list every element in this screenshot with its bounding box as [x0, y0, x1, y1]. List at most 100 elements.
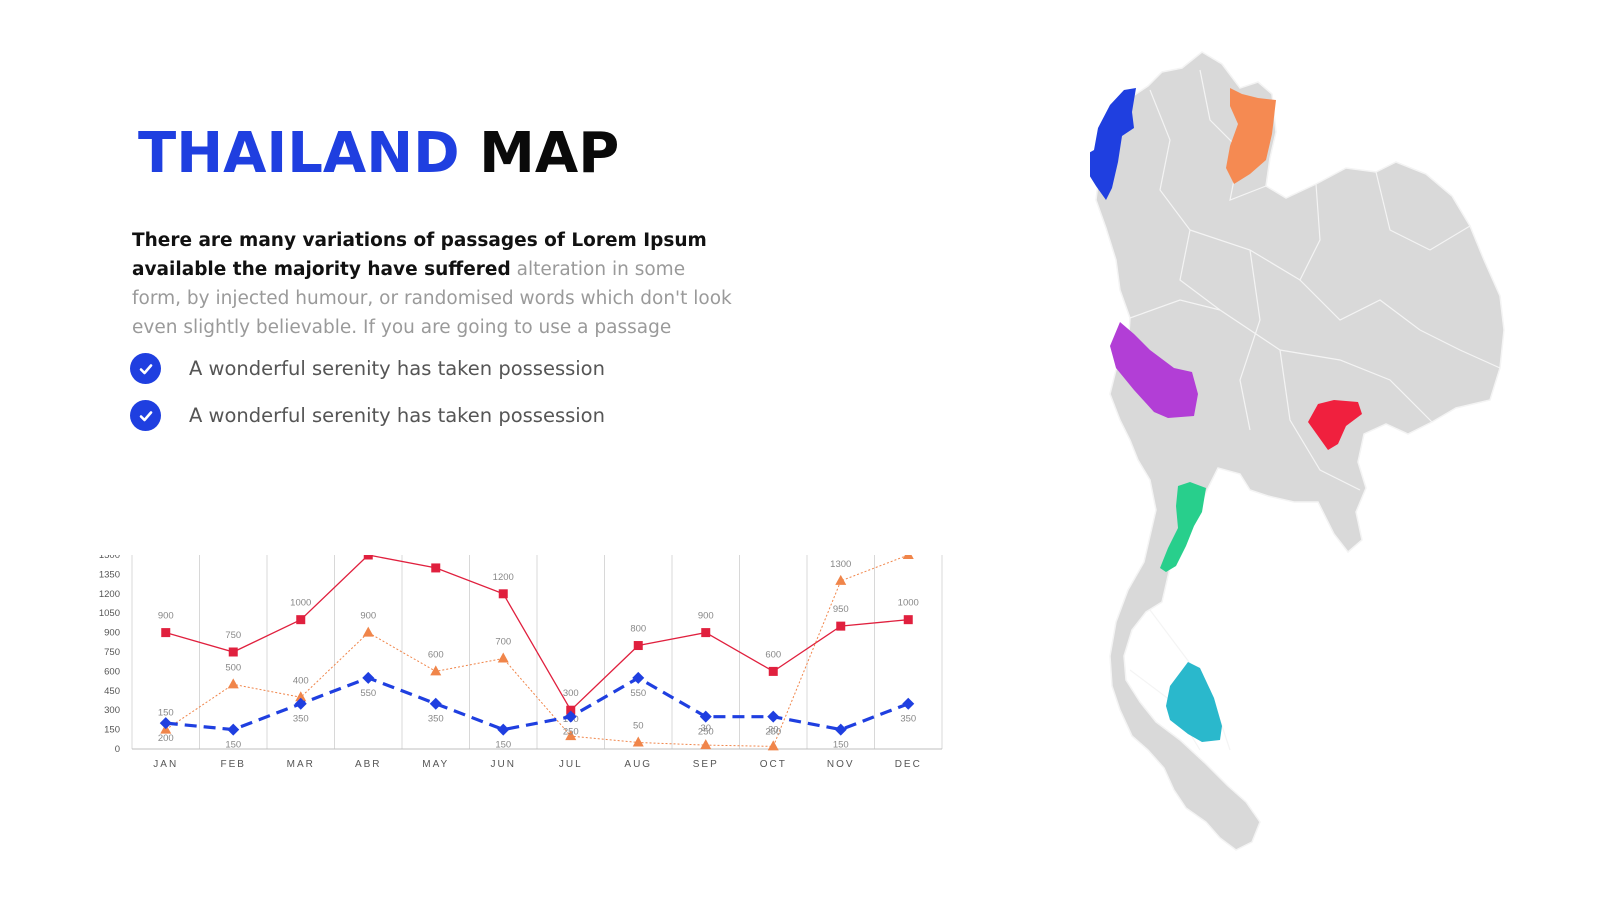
data-point [227, 678, 239, 689]
data-label: 250 [698, 727, 714, 738]
data-label: 1200 [493, 572, 514, 583]
data-point [699, 710, 712, 723]
data-point [363, 555, 373, 560]
data-label: 50 [633, 721, 644, 732]
data-point [902, 697, 915, 710]
data-label: 150 [225, 740, 241, 751]
region-orange [1226, 88, 1276, 184]
data-label: 150 [495, 740, 511, 751]
data-label: 350 [428, 714, 444, 725]
data-point [835, 574, 847, 585]
checklist-item: A wonderful serenity has taken possessio… [130, 400, 605, 431]
data-point [902, 555, 914, 559]
data-point [431, 563, 441, 573]
data-label: 300 [563, 688, 579, 699]
check-icon [130, 400, 161, 431]
region-purple [1110, 322, 1198, 418]
checklist-text: A wonderful serenity has taken possessio… [189, 357, 605, 380]
y-tick-label: 1200 [99, 589, 120, 600]
data-label: 500 [225, 662, 241, 673]
map-highlighted-regions [1090, 88, 1362, 742]
province-border [1375, 171, 1471, 251]
data-label: 1000 [898, 598, 919, 609]
map-base [1095, 51, 1505, 851]
y-tick-label: 150 [104, 725, 120, 736]
series-line [165, 676, 909, 732]
y-tick-label: 750 [104, 647, 120, 658]
data-point [295, 691, 307, 702]
data-label: 20 [768, 724, 779, 735]
page-title: THAILAND MAP [138, 120, 619, 188]
data-point [161, 628, 171, 638]
data-point [565, 730, 577, 741]
y-tick-label: 900 [104, 628, 120, 639]
x-tick-label: SEP [693, 759, 719, 770]
data-point [566, 705, 576, 715]
region-teal [1166, 662, 1222, 742]
description-paragraph: There are many variations of passages of… [132, 226, 732, 342]
x-tick-label: AUG [624, 759, 652, 770]
data-point [497, 652, 509, 663]
province-border [1279, 349, 1361, 491]
data-point [768, 666, 778, 676]
y-tick-label: 0 [115, 744, 120, 755]
y-tick-label: 450 [104, 686, 120, 697]
data-point [767, 740, 779, 751]
description-strong: There are many variations of passages of… [132, 230, 707, 280]
y-tick-label: 1050 [99, 608, 120, 619]
data-point [700, 739, 712, 750]
title-rest: MAP [479, 121, 620, 186]
series-line [165, 555, 909, 747]
x-tick-label: MAY [422, 759, 449, 770]
description-normal: alteration in some form, by injected hum… [132, 259, 732, 338]
data-point [159, 717, 172, 730]
data-label: 350 [900, 714, 916, 725]
y-tick-label: 1500 [99, 555, 120, 561]
data-point [632, 736, 644, 747]
data-point [296, 615, 306, 625]
data-label: 400 [293, 675, 309, 686]
data-label: 550 [630, 688, 646, 699]
thailand-map [1090, 51, 1505, 851]
data-label: 750 [225, 630, 241, 641]
data-point [497, 723, 510, 736]
data-point [362, 671, 375, 684]
data-label: 350 [293, 714, 309, 725]
province-border [1219, 309, 1433, 423]
data-label: 1000 [290, 598, 311, 609]
province-border [1299, 183, 1421, 331]
x-tick-label: NOV [827, 759, 855, 770]
data-point [227, 723, 240, 736]
x-tick-label: ABR [355, 759, 382, 770]
x-tick-label: JUL [559, 759, 583, 770]
data-label: 200 [158, 733, 174, 744]
data-point [836, 621, 846, 631]
data-label: 900 [158, 611, 174, 622]
data-label: 900 [698, 611, 714, 622]
data-point [228, 647, 238, 657]
x-tick-label: MAR [287, 759, 315, 770]
region-red [1308, 400, 1362, 450]
y-tick-label: 600 [104, 666, 120, 677]
province-border [1239, 249, 1261, 431]
data-label: 150 [833, 740, 849, 751]
data-label: 800 [630, 624, 646, 635]
data-point [498, 589, 508, 599]
data-label: 700 [495, 636, 511, 647]
data-point [834, 723, 847, 736]
series-line [165, 555, 909, 712]
data-point [903, 615, 913, 625]
region-green [1160, 482, 1206, 572]
check-icon [130, 353, 161, 384]
data-label: 900 [360, 611, 376, 622]
x-tick-label: OCT [760, 759, 787, 770]
data-label: 550 [360, 688, 376, 699]
data-point [633, 641, 643, 651]
title-accent: THAILAND [138, 121, 460, 186]
data-point [767, 710, 780, 723]
x-tick-label: DEC [895, 759, 922, 770]
data-label: 30 [700, 723, 711, 734]
data-point [429, 697, 442, 710]
x-tick-label: FEB [221, 759, 246, 770]
data-point [632, 671, 645, 684]
